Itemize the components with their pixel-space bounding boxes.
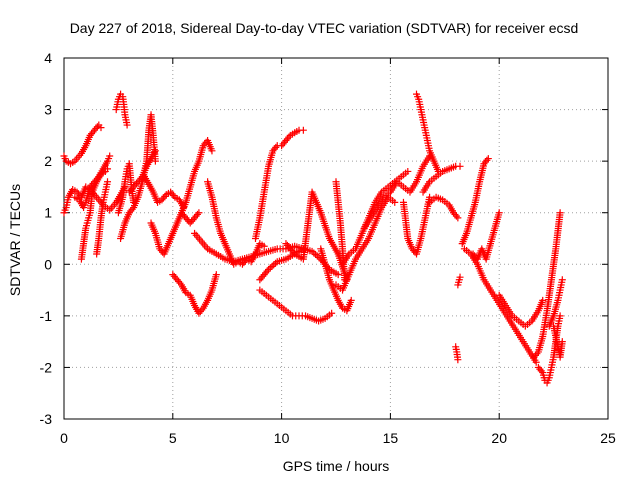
data-point-interp	[128, 205, 136, 213]
data-point	[484, 155, 492, 163]
data-point	[104, 178, 112, 186]
x-tick-label: 20	[491, 430, 507, 446]
data-point	[151, 147, 159, 155]
data-point-interp	[266, 264, 274, 272]
y-tick-label: 2	[44, 153, 52, 169]
data-point	[212, 271, 220, 279]
data-point-interp	[483, 156, 491, 164]
y-tick-label: 1	[44, 205, 52, 221]
y-axis-label: SDTVAR / TECUs	[7, 184, 23, 296]
data-point	[195, 209, 203, 217]
data-point	[104, 165, 112, 173]
chart-title: Day 227 of 2018, Sidereal Day-to-day VTE…	[70, 20, 579, 36]
grid	[64, 58, 608, 419]
data-point-interp	[452, 212, 460, 220]
x-tick-label: 25	[600, 430, 616, 446]
y-tick-label: -1	[40, 308, 53, 324]
data-point-interp	[285, 133, 293, 141]
axis-ticks	[63, 57, 609, 420]
data-point-interp	[161, 192, 169, 200]
data-point	[260, 242, 268, 250]
data-point-interp	[272, 143, 280, 151]
data-point-interp	[93, 123, 101, 131]
data-point	[558, 276, 566, 284]
data-point	[123, 121, 131, 129]
y-tick-label: 3	[44, 102, 52, 118]
data-point	[151, 157, 159, 165]
data-point	[558, 338, 566, 346]
data-point	[404, 167, 412, 175]
data-point-interp	[193, 210, 201, 218]
y-tick-label: 0	[44, 256, 52, 272]
x-axis-label: GPS time / hours	[283, 458, 390, 474]
data-point-interp	[312, 250, 320, 258]
y-tick-label: -2	[40, 359, 53, 375]
data-point-interp	[270, 261, 278, 269]
y-tick-label: -3	[40, 411, 53, 427]
data-point-interp	[170, 192, 178, 200]
data-point	[456, 273, 464, 281]
x-tick-label: 10	[274, 430, 290, 446]
data-point-interp	[537, 367, 545, 375]
data-point	[208, 147, 216, 155]
data-point	[328, 309, 336, 317]
data-point-interp	[198, 306, 206, 314]
data-points	[60, 90, 566, 387]
data-point	[334, 271, 342, 279]
y-tick-label: 4	[44, 50, 52, 66]
data-point	[454, 214, 462, 222]
data-point	[532, 358, 540, 366]
data-point	[106, 152, 114, 160]
data-point	[454, 356, 462, 364]
data-point	[556, 312, 564, 320]
data-point-interp	[268, 262, 276, 270]
plot-frame	[63, 57, 609, 420]
x-tick-label: 5	[169, 430, 177, 446]
data-point-interp	[263, 267, 271, 275]
y-tick-labels: -3 -2 -1 0 1 2 3 4	[40, 50, 53, 427]
data-point-interp	[533, 350, 541, 358]
data-point	[456, 162, 464, 170]
data-point-interp	[289, 248, 297, 256]
data-point-interp	[176, 279, 184, 287]
x-tick-label: 15	[383, 430, 399, 446]
data-point	[299, 126, 307, 134]
data-point	[539, 296, 547, 304]
data-point	[556, 209, 564, 217]
data-point	[391, 198, 399, 206]
data-point	[347, 296, 355, 304]
data-point	[495, 209, 503, 217]
data-point	[97, 124, 105, 132]
x-tick-label: 0	[60, 430, 68, 446]
x-tick-labels: 0 5 10 15 20 25	[60, 430, 616, 446]
